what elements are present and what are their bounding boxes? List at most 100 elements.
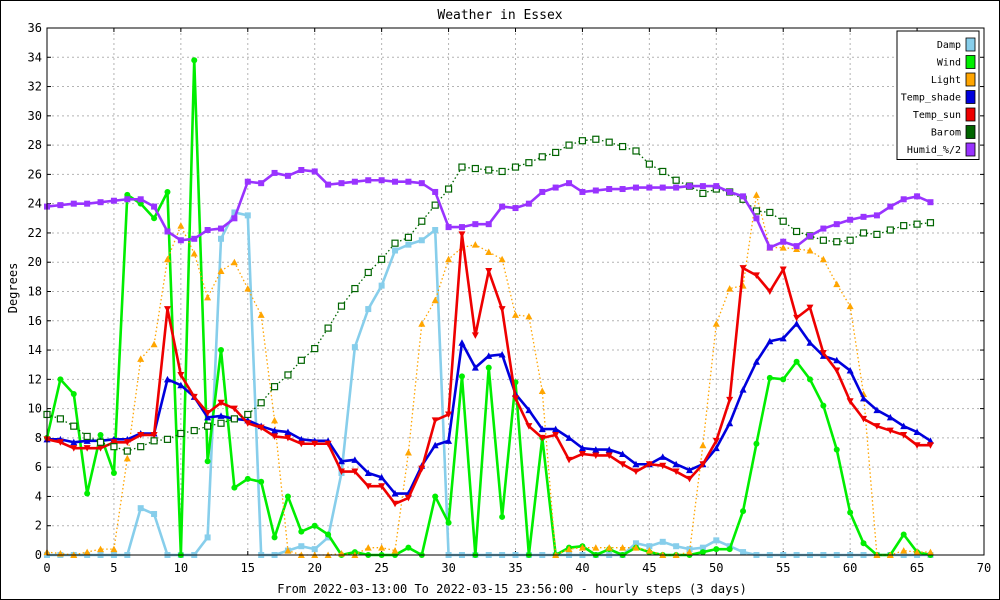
data-point-temp-shade: [271, 427, 279, 434]
data-point-barom: [418, 217, 426, 225]
data-point-temp-sun: [672, 468, 680, 476]
data-point-temp-sun: [645, 461, 653, 468]
y-tick-label: 6: [35, 460, 42, 474]
data-point-temp-sun: [110, 439, 118, 446]
data-point-light: [485, 248, 493, 255]
data-point-humid-2: [311, 168, 318, 175]
data-point-humid-2: [57, 202, 64, 209]
data-point-barom: [284, 371, 292, 379]
data-point-barom: [110, 443, 118, 451]
data-point-light: [632, 544, 640, 551]
data-point-temp-shade: [846, 367, 854, 374]
data-point-barom: [404, 233, 413, 241]
data-point-temp-shade: [177, 381, 185, 389]
data-point-temp-sun: [605, 452, 613, 459]
data-point-temp-sun: [244, 420, 252, 427]
data-point-barom: [618, 142, 627, 151]
data-point-wind: [191, 57, 198, 64]
data-point-light: [913, 548, 921, 556]
data-point-temp-sun: [230, 405, 238, 413]
data-point-damp: [151, 511, 158, 518]
data-point-temp-sun: [525, 423, 533, 430]
x-tick-label: 30: [441, 561, 455, 575]
x-tick-label: 60: [843, 561, 857, 575]
data-point-barom: [311, 344, 319, 353]
data-point-temp-shade: [886, 413, 894, 421]
data-point-humid-2: [539, 188, 546, 195]
data-point-barom: [672, 176, 680, 184]
legend-swatch: [965, 90, 976, 104]
data-point-damp: [646, 543, 653, 550]
data-point-temp-shade: [739, 386, 747, 393]
data-point-barom: [391, 239, 399, 247]
data-point-temp-sun: [752, 272, 760, 279]
data-point-wind: [110, 470, 117, 477]
data-point-humid-2: [325, 181, 332, 188]
data-point-temp-shade: [779, 334, 787, 342]
data-point-humid-2: [927, 199, 934, 206]
data-point-wind: [713, 546, 720, 553]
data-point-barom: [846, 236, 854, 244]
data-point-barom: [659, 167, 667, 176]
data-point-light: [150, 340, 158, 348]
data-point-temp-sun: [271, 433, 279, 440]
data-point-temp-sun: [699, 461, 707, 468]
data-point-damp: [392, 247, 399, 254]
legend-label: Light: [931, 75, 961, 86]
data-point-humid-2: [914, 193, 921, 200]
data-point-wind: [164, 188, 171, 195]
data-point-temp-sun: [297, 440, 305, 448]
data-point-temp-sun: [217, 399, 225, 407]
data-point-temp-sun: [418, 465, 426, 473]
data-point-humid-2: [191, 235, 198, 242]
data-point-light: [900, 547, 908, 554]
data-point-barom: [485, 166, 493, 174]
legend-label: Temp_sun: [913, 110, 961, 121]
data-point-barom: [900, 222, 908, 230]
data-point-barom: [257, 399, 265, 407]
data-point-humid-2: [820, 225, 827, 232]
y-tick-label: 32: [28, 80, 42, 94]
data-point-temp-shade: [431, 441, 439, 449]
data-point-damp: [713, 537, 720, 544]
data-point-barom: [511, 163, 520, 171]
data-point-light: [592, 544, 600, 551]
data-point-wind: [57, 376, 64, 383]
plot-frame: [46, 27, 985, 556]
chart-title: Weather in Essex: [437, 8, 562, 23]
data-point-damp: [204, 534, 211, 541]
data-point-humid-2: [525, 200, 532, 207]
legend-swatch: [965, 72, 976, 87]
data-point-humid-2: [378, 177, 385, 184]
data-point-humid-2: [499, 203, 506, 210]
y-tick-label: 2: [35, 519, 42, 533]
data-point-temp-sun: [485, 268, 493, 275]
x-tick-label: 55: [776, 561, 790, 575]
data-point-barom: [498, 167, 506, 176]
data-point-light: [512, 311, 519, 318]
data-point-temp-sun: [686, 475, 694, 483]
data-point-light: [471, 241, 479, 248]
data-point-wind: [258, 478, 265, 485]
data-point-light: [163, 255, 171, 263]
data-point-barom: [471, 164, 479, 173]
data-point-temp-shade: [752, 358, 760, 365]
data-point-temp-shade: [860, 394, 868, 402]
data-point-humid-2: [726, 188, 733, 195]
data-point-barom: [538, 153, 546, 161]
data-point-wind: [405, 544, 412, 551]
data-point-barom: [204, 422, 212, 430]
data-point-light: [779, 244, 787, 251]
data-point-barom: [592, 135, 600, 143]
data-point-temp-shade: [712, 444, 720, 452]
data-point-damp: [418, 237, 425, 244]
data-point-wind: [458, 373, 465, 380]
data-point-barom: [926, 219, 935, 227]
data-point-light: [83, 548, 91, 556]
data-point-damp: [673, 543, 680, 550]
y-tick-label: 26: [28, 167, 42, 181]
data-point-barom: [351, 284, 359, 293]
data-point-humid-2: [405, 178, 412, 185]
data-point-light: [110, 545, 118, 553]
data-point-damp: [231, 209, 238, 216]
